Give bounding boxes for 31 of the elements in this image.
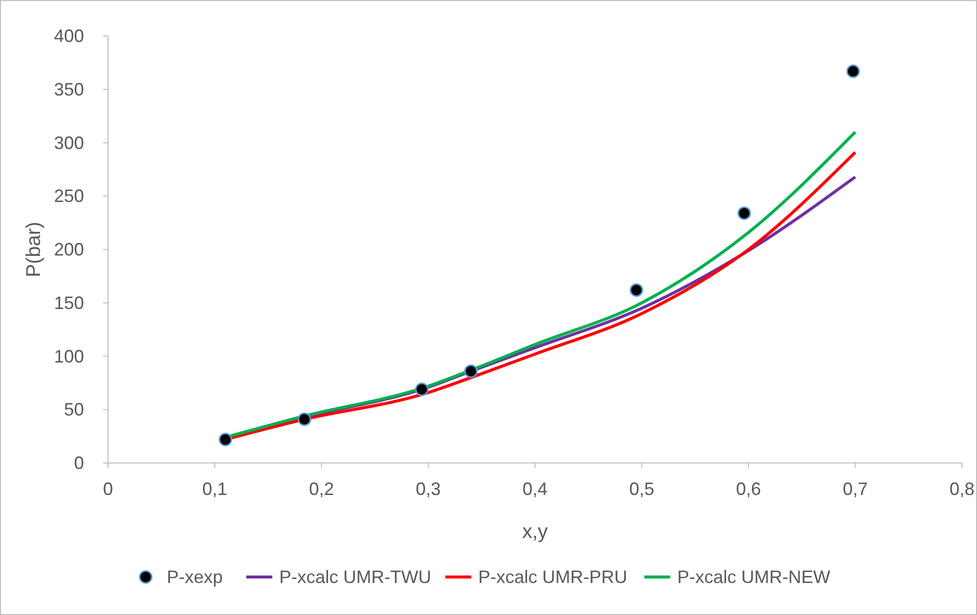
x-tick-label: 0,7	[842, 479, 868, 499]
x-axis-title: x,y	[522, 521, 548, 543]
x-tick-label: 0,8	[949, 479, 975, 499]
x-tick-label: 0,4	[522, 479, 548, 499]
point	[298, 412, 312, 426]
point	[846, 64, 860, 78]
y-tick-label: 150	[54, 292, 84, 313]
x-tick-label: 0,2	[308, 479, 334, 499]
legend-label: P-xcalc UMR-NEW	[677, 567, 830, 587]
x-tick-label: 0	[102, 479, 114, 499]
x-tick-label: 0,6	[736, 479, 762, 499]
legend-label: P-xexp	[166, 567, 223, 587]
x-tick-label: 0,1	[202, 479, 228, 499]
legend-label: P-xcalc UMR-PRU	[478, 567, 628, 587]
point	[464, 364, 478, 378]
point	[630, 283, 644, 297]
point	[737, 206, 751, 220]
y-tick-label: 0	[74, 453, 84, 473]
y-tick-label: 350	[54, 79, 84, 100]
y-axis-title: P(bar)	[23, 222, 45, 278]
y-tick-label: 50	[64, 400, 84, 420]
y-tick-label: 400	[54, 26, 84, 46]
x-tick-label: 0,5	[629, 479, 654, 499]
point	[415, 382, 429, 396]
x-tick-label: 0,3	[416, 479, 441, 499]
y-tick-label: 100	[54, 346, 84, 366]
y-tick-label: 200	[54, 240, 84, 260]
y-tick-label: 300	[54, 132, 84, 153]
y-tick-label: 250	[54, 186, 84, 206]
legend-label: P-xcalc UMR-TWU	[279, 567, 432, 587]
point	[218, 432, 232, 446]
